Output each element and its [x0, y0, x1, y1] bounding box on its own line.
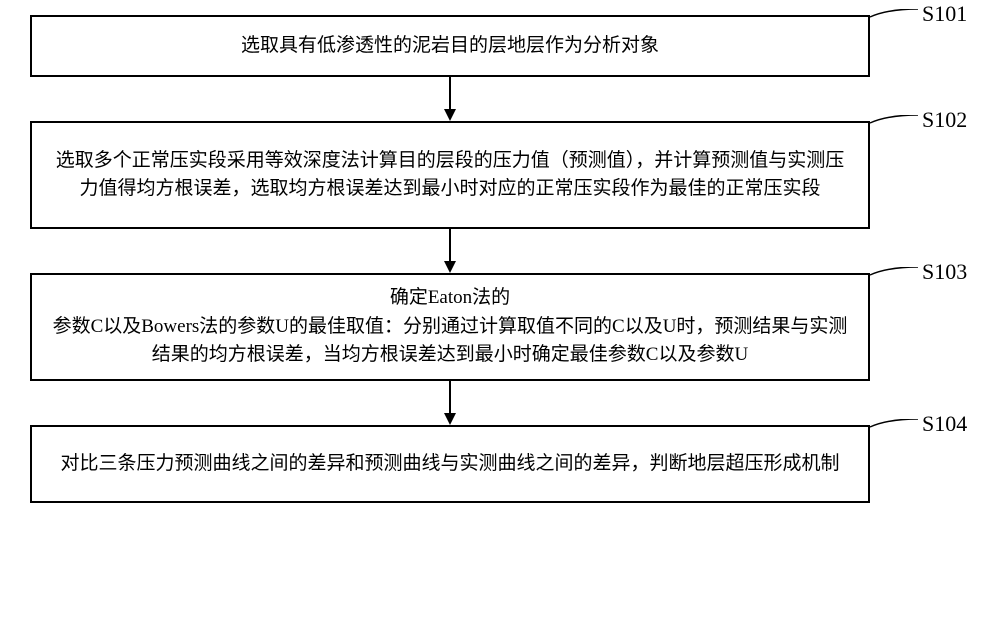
step-text: 选取具有低渗透性的泥岩目的层地层作为分析对象: [241, 32, 659, 61]
arrow-2: [30, 229, 870, 273]
label-connector-s102: [868, 115, 928, 135]
step-text: 对比三条压力预测曲线之间的差异和预测曲线与实测曲线之间的差异，判断地层超压形成机…: [60, 450, 839, 479]
step-label-s102: S102: [922, 107, 967, 133]
step-text: 确定Eaton法的 参数C以及Bowers法的参数U的最佳取值：分别通过计算取值…: [52, 284, 848, 370]
step-label-s103: S103: [922, 259, 967, 285]
step-row-2: 选取多个正常压实段采用等效深度法计算目的层段的压力值（预测值），并计算预测值与实…: [30, 121, 930, 229]
step-row-4: 对比三条压力预测曲线之间的差异和预测曲线与实测曲线之间的差异，判断地层超压形成机…: [30, 425, 930, 503]
arrow-3: [30, 381, 870, 425]
label-connector-s101: [868, 9, 928, 29]
label-connector-s103: [868, 267, 928, 287]
step-text: 选取多个正常压实段采用等效深度法计算目的层段的压力值（预测值），并计算预测值与实…: [52, 147, 848, 204]
label-connector-s104: [868, 419, 928, 439]
step-box-s104: 对比三条压力预测曲线之间的差异和预测曲线与实测曲线之间的差异，判断地层超压形成机…: [30, 425, 870, 503]
step-label-s101: S101: [922, 1, 967, 27]
flowchart-container: 选取具有低渗透性的泥岩目的层地层作为分析对象 S101 选取多个正常压实段采用等…: [30, 15, 930, 503]
arrow-1: [30, 77, 870, 121]
step-box-s103: 确定Eaton法的 参数C以及Bowers法的参数U的最佳取值：分别通过计算取值…: [30, 273, 870, 381]
step-row-3: 确定Eaton法的 参数C以及Bowers法的参数U的最佳取值：分别通过计算取值…: [30, 273, 930, 381]
step-box-s101: 选取具有低渗透性的泥岩目的层地层作为分析对象: [30, 15, 870, 77]
step-row-1: 选取具有低渗透性的泥岩目的层地层作为分析对象 S101: [30, 15, 930, 77]
step-box-s102: 选取多个正常压实段采用等效深度法计算目的层段的压力值（预测值），并计算预测值与实…: [30, 121, 870, 229]
step-label-s104: S104: [922, 411, 967, 437]
